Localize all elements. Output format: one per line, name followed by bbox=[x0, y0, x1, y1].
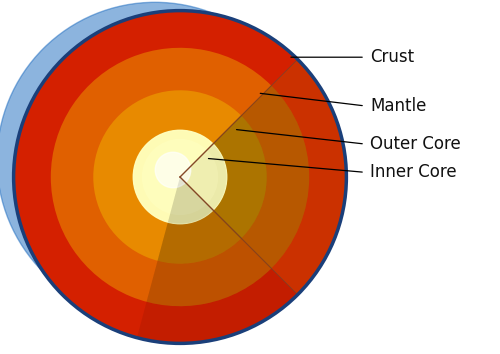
Wedge shape bbox=[146, 177, 272, 306]
Wedge shape bbox=[134, 130, 213, 224]
Wedge shape bbox=[180, 86, 309, 268]
Circle shape bbox=[22, 27, 288, 293]
Ellipse shape bbox=[137, 221, 173, 233]
Wedge shape bbox=[180, 59, 346, 295]
Wedge shape bbox=[51, 48, 272, 306]
Circle shape bbox=[55, 61, 255, 260]
Circle shape bbox=[154, 151, 206, 203]
Wedge shape bbox=[137, 177, 298, 343]
Wedge shape bbox=[180, 86, 309, 268]
Wedge shape bbox=[180, 59, 346, 295]
Text: Mantle: Mantle bbox=[370, 97, 426, 115]
Wedge shape bbox=[180, 116, 266, 238]
Wedge shape bbox=[94, 90, 242, 264]
Ellipse shape bbox=[90, 175, 137, 196]
Circle shape bbox=[14, 11, 346, 343]
Wedge shape bbox=[180, 144, 226, 210]
Circle shape bbox=[164, 161, 196, 193]
Text: Inner Core: Inner Core bbox=[370, 163, 456, 181]
Circle shape bbox=[134, 130, 226, 224]
Ellipse shape bbox=[160, 195, 184, 242]
Ellipse shape bbox=[178, 165, 198, 173]
Ellipse shape bbox=[135, 100, 152, 114]
Wedge shape bbox=[180, 144, 226, 210]
Wedge shape bbox=[158, 177, 242, 264]
Wedge shape bbox=[168, 177, 213, 224]
Ellipse shape bbox=[140, 161, 160, 187]
Circle shape bbox=[142, 139, 218, 215]
Ellipse shape bbox=[82, 155, 112, 166]
Ellipse shape bbox=[180, 238, 213, 249]
Wedge shape bbox=[180, 116, 266, 238]
Circle shape bbox=[155, 152, 190, 188]
Text: Crust: Crust bbox=[370, 48, 414, 66]
Wedge shape bbox=[14, 11, 298, 343]
Text: Outer Core: Outer Core bbox=[370, 135, 461, 153]
Ellipse shape bbox=[118, 246, 142, 257]
Ellipse shape bbox=[98, 110, 162, 184]
Circle shape bbox=[0, 2, 313, 319]
